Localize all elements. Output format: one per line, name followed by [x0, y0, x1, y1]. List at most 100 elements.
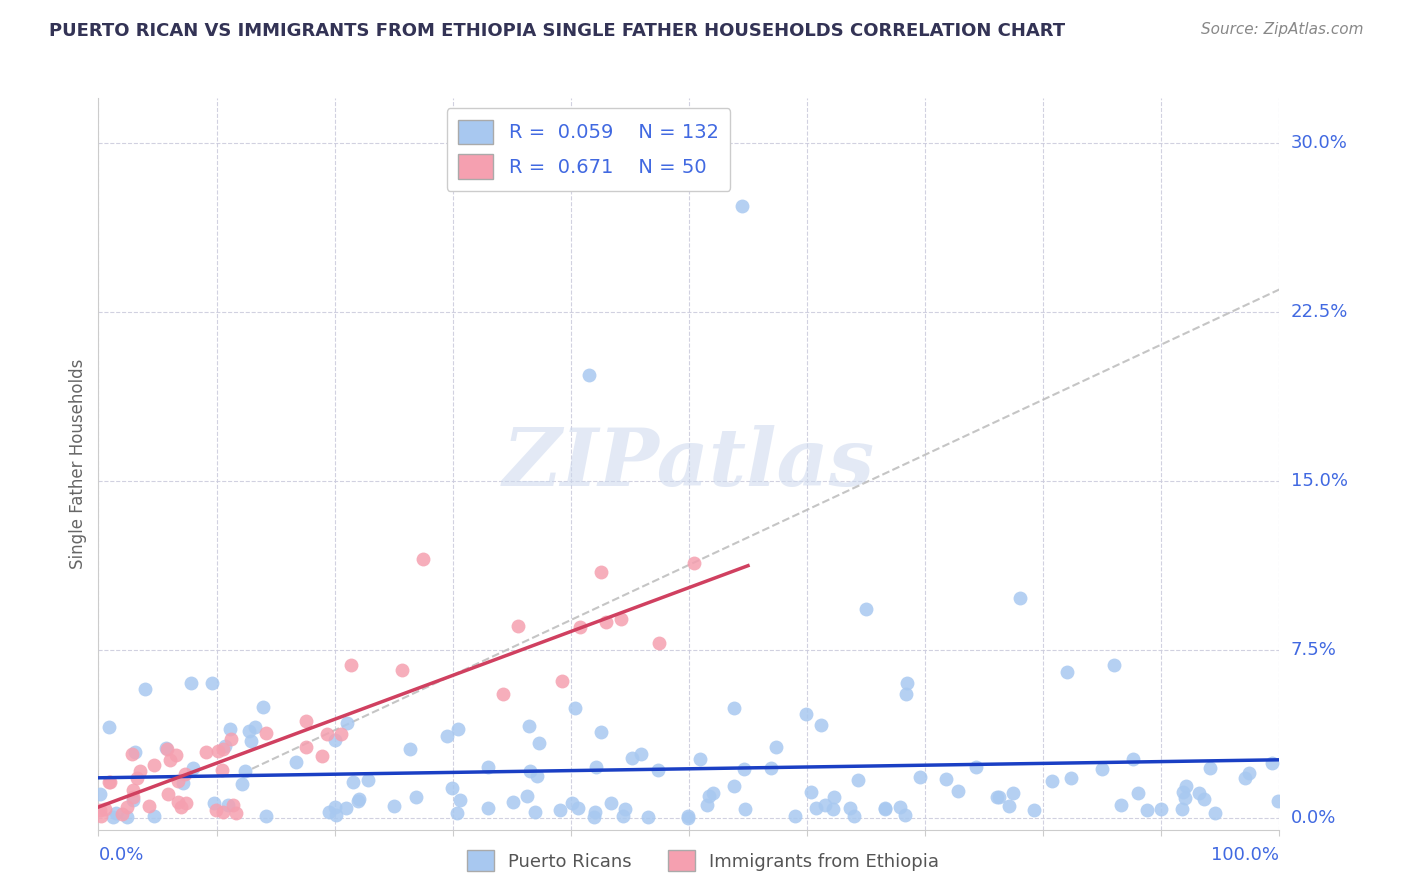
- Point: [600, 796, 623, 810]
- Point: [1150, 802, 1173, 816]
- Point: [519, 764, 541, 778]
- Point: [734, 802, 756, 816]
- Point: [167, 795, 190, 809]
- Point: [595, 615, 617, 630]
- Point: [1171, 785, 1194, 799]
- Point: [170, 800, 193, 814]
- Point: [212, 805, 235, 819]
- Point: [115, 810, 138, 824]
- Point: [284, 755, 307, 769]
- Point: [347, 794, 370, 808]
- Point: [873, 801, 896, 815]
- Point: [336, 716, 359, 731]
- Point: [526, 768, 548, 782]
- Point: [222, 797, 245, 812]
- Point: [1102, 658, 1125, 673]
- Point: [115, 800, 138, 814]
- Point: [180, 676, 202, 690]
- Point: [676, 809, 699, 823]
- Point: [842, 809, 865, 823]
- Point: [986, 789, 1008, 804]
- Point: [591, 565, 613, 579]
- Point: [231, 777, 253, 791]
- Point: [124, 745, 146, 759]
- Point: [101, 809, 124, 823]
- Point: [477, 801, 499, 815]
- Text: 100.0%: 100.0%: [1212, 847, 1279, 864]
- Point: [814, 798, 837, 813]
- Point: [143, 758, 166, 772]
- Point: [155, 742, 177, 756]
- Point: [873, 801, 896, 815]
- Point: [174, 797, 197, 811]
- Point: [765, 740, 787, 755]
- Point: [382, 798, 405, 813]
- Text: 0.0%: 0.0%: [1291, 809, 1336, 827]
- Point: [142, 809, 165, 823]
- Point: [155, 741, 177, 756]
- Point: [342, 775, 364, 789]
- Point: [794, 707, 817, 722]
- Point: [998, 798, 1021, 813]
- Point: [399, 742, 422, 756]
- Point: [477, 760, 499, 774]
- Point: [311, 748, 333, 763]
- Point: [702, 786, 724, 800]
- Point: [583, 810, 606, 824]
- Point: [138, 799, 160, 814]
- Point: [524, 805, 547, 819]
- Point: [1174, 790, 1197, 805]
- Text: 7.5%: 7.5%: [1291, 640, 1337, 658]
- Point: [894, 808, 917, 822]
- Text: PUERTO RICAN VS IMMIGRANTS FROM ETHIOPIA SINGLE FATHER HOUSEHOLDS CORRELATION CH: PUERTO RICAN VS IMMIGRANTS FROM ETHIOPIA…: [49, 22, 1066, 40]
- Point: [896, 687, 918, 701]
- Point: [105, 806, 128, 821]
- Point: [821, 802, 844, 816]
- Point: [157, 787, 180, 801]
- Point: [569, 620, 592, 634]
- Point: [325, 808, 347, 822]
- Point: [696, 798, 718, 813]
- Point: [630, 747, 652, 762]
- Point: [335, 801, 357, 815]
- Point: [89, 787, 111, 801]
- Point: [447, 723, 470, 737]
- Point: [1171, 801, 1194, 815]
- Point: [567, 801, 589, 815]
- Point: [1188, 786, 1211, 800]
- Point: [810, 718, 832, 732]
- Point: [219, 732, 242, 747]
- Point: [648, 636, 671, 650]
- Point: [612, 809, 634, 823]
- Point: [449, 793, 471, 807]
- Point: [446, 805, 468, 820]
- Point: [689, 752, 711, 766]
- Text: 0.0%: 0.0%: [98, 847, 143, 864]
- Point: [896, 676, 918, 690]
- Point: [1056, 665, 1078, 679]
- Point: [94, 802, 117, 816]
- Point: [219, 723, 242, 737]
- Point: [243, 720, 266, 734]
- Point: [492, 687, 515, 701]
- Point: [699, 789, 721, 803]
- Point: [214, 739, 236, 753]
- Point: [440, 780, 463, 795]
- Point: [217, 797, 239, 812]
- Point: [205, 803, 228, 817]
- Point: [194, 745, 217, 759]
- Point: [1040, 773, 1063, 788]
- Point: [517, 719, 540, 733]
- Point: [294, 714, 316, 728]
- Point: [212, 742, 235, 756]
- Y-axis label: Single Father Households: Single Father Households: [69, 359, 87, 569]
- Text: Source: ZipAtlas.com: Source: ZipAtlas.com: [1201, 22, 1364, 37]
- Point: [181, 761, 204, 775]
- Point: [436, 729, 458, 743]
- Point: [1109, 798, 1132, 813]
- Point: [121, 793, 143, 807]
- Point: [412, 552, 434, 566]
- Point: [111, 806, 134, 821]
- Point: [610, 612, 633, 626]
- Point: [731, 199, 754, 213]
